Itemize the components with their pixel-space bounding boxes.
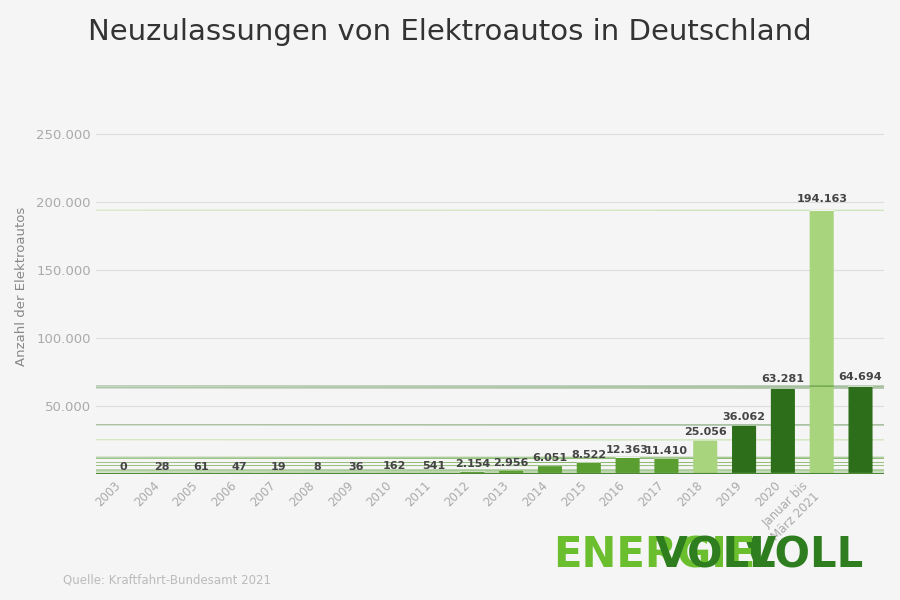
FancyBboxPatch shape bbox=[0, 388, 900, 473]
Text: 12.363: 12.363 bbox=[607, 445, 649, 455]
FancyBboxPatch shape bbox=[0, 473, 900, 474]
FancyBboxPatch shape bbox=[0, 471, 900, 473]
FancyBboxPatch shape bbox=[0, 473, 900, 474]
Text: VOLL: VOLL bbox=[554, 534, 775, 576]
Text: 6.051: 6.051 bbox=[533, 453, 568, 463]
Text: 64.694: 64.694 bbox=[839, 373, 882, 382]
Text: 2.956: 2.956 bbox=[493, 458, 529, 467]
FancyBboxPatch shape bbox=[0, 473, 900, 474]
Text: 11.410: 11.410 bbox=[645, 446, 688, 456]
Text: 162: 162 bbox=[383, 461, 407, 472]
Text: 25.056: 25.056 bbox=[684, 427, 726, 437]
FancyBboxPatch shape bbox=[0, 473, 900, 474]
Text: 47: 47 bbox=[231, 461, 248, 472]
Text: VOLL: VOLL bbox=[743, 534, 864, 576]
FancyBboxPatch shape bbox=[0, 440, 900, 473]
FancyBboxPatch shape bbox=[0, 210, 900, 473]
Text: 28: 28 bbox=[154, 461, 169, 472]
FancyBboxPatch shape bbox=[0, 473, 900, 474]
FancyBboxPatch shape bbox=[0, 458, 900, 473]
Text: Quelle: Kraftfahrt-Bundesamt 2021: Quelle: Kraftfahrt-Bundesamt 2021 bbox=[63, 574, 271, 587]
Text: 8.522: 8.522 bbox=[572, 450, 607, 460]
Text: 19: 19 bbox=[270, 461, 286, 472]
Text: 61: 61 bbox=[193, 461, 209, 472]
Text: 8: 8 bbox=[313, 461, 321, 472]
Text: Neuzulassungen von Elektroautos in Deutschland: Neuzulassungen von Elektroautos in Deuts… bbox=[88, 18, 812, 46]
Text: 36: 36 bbox=[348, 461, 364, 472]
FancyBboxPatch shape bbox=[0, 425, 900, 473]
FancyBboxPatch shape bbox=[0, 473, 900, 474]
Text: 541: 541 bbox=[422, 461, 446, 471]
FancyBboxPatch shape bbox=[0, 457, 900, 473]
Text: 2.154: 2.154 bbox=[454, 458, 490, 469]
Text: 63.281: 63.281 bbox=[761, 374, 805, 385]
Text: ENERGIE: ENERGIE bbox=[554, 534, 756, 576]
FancyBboxPatch shape bbox=[0, 466, 900, 473]
FancyBboxPatch shape bbox=[0, 470, 900, 473]
Y-axis label: Anzahl der Elektroautos: Anzahl der Elektroautos bbox=[15, 207, 28, 367]
Text: 194.163: 194.163 bbox=[796, 194, 847, 204]
FancyBboxPatch shape bbox=[0, 473, 900, 474]
Text: 0: 0 bbox=[119, 461, 127, 472]
FancyBboxPatch shape bbox=[0, 462, 900, 473]
Text: 36.062: 36.062 bbox=[723, 412, 766, 422]
FancyBboxPatch shape bbox=[0, 386, 900, 473]
